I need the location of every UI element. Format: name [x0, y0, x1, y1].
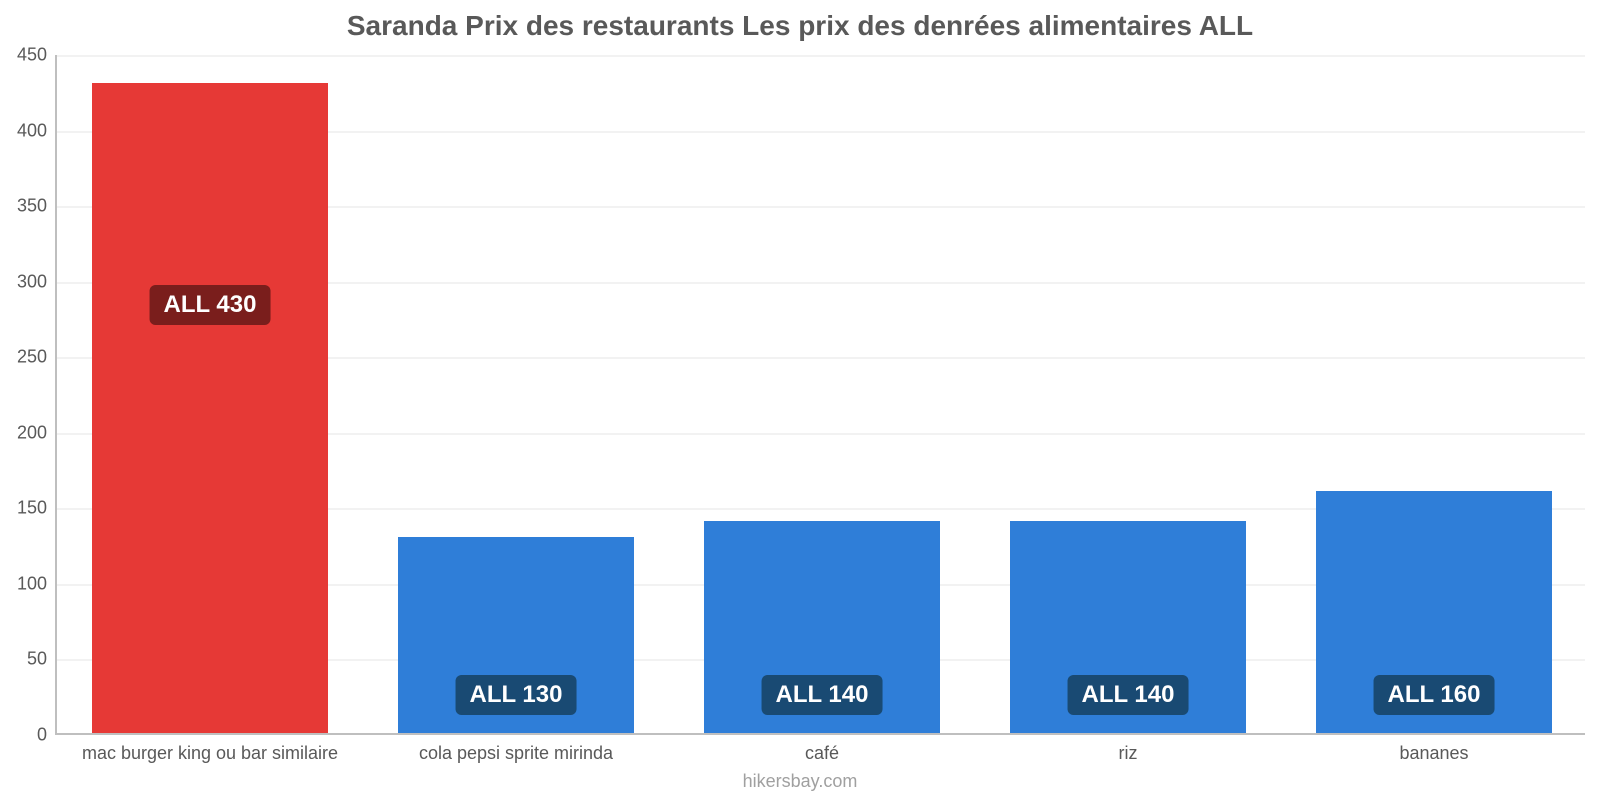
y-tick-label: 250 — [17, 347, 57, 368]
chart-title: Saranda Prix des restaurants Les prix de… — [0, 10, 1600, 42]
x-tick-label: café — [805, 733, 839, 764]
bar-slot: ALL 140riz — [975, 55, 1281, 733]
bar — [92, 83, 328, 733]
plot-area: 050100150200250300350400450ALL 430mac bu… — [55, 55, 1585, 735]
bar-value-label: ALL 160 — [1374, 675, 1495, 715]
y-tick-label: 450 — [17, 45, 57, 66]
x-tick-label: bananes — [1399, 733, 1468, 764]
y-tick-label: 200 — [17, 422, 57, 443]
bar-slot: ALL 140café — [669, 55, 975, 733]
bar-slot: ALL 160bananes — [1281, 55, 1587, 733]
bar-value-label: ALL 140 — [1068, 675, 1189, 715]
y-tick-label: 300 — [17, 271, 57, 292]
bar-slot: ALL 130cola pepsi sprite mirinda — [363, 55, 669, 733]
chart-source-footer: hikersbay.com — [0, 771, 1600, 792]
x-tick-label: riz — [1119, 733, 1138, 764]
bar-slot: ALL 430mac burger king ou bar similaire — [57, 55, 363, 733]
bar-value-label: ALL 430 — [150, 285, 271, 325]
y-tick-label: 150 — [17, 498, 57, 519]
bar-value-label: ALL 130 — [456, 675, 577, 715]
y-tick-label: 400 — [17, 120, 57, 141]
x-tick-label: mac burger king ou bar similaire — [82, 733, 338, 764]
y-tick-label: 100 — [17, 573, 57, 594]
y-tick-label: 0 — [37, 725, 57, 746]
x-tick-label: cola pepsi sprite mirinda — [419, 733, 613, 764]
chart-container: Saranda Prix des restaurants Les prix de… — [0, 0, 1600, 800]
y-tick-label: 50 — [27, 649, 57, 670]
bar-value-label: ALL 140 — [762, 675, 883, 715]
y-tick-label: 350 — [17, 196, 57, 217]
